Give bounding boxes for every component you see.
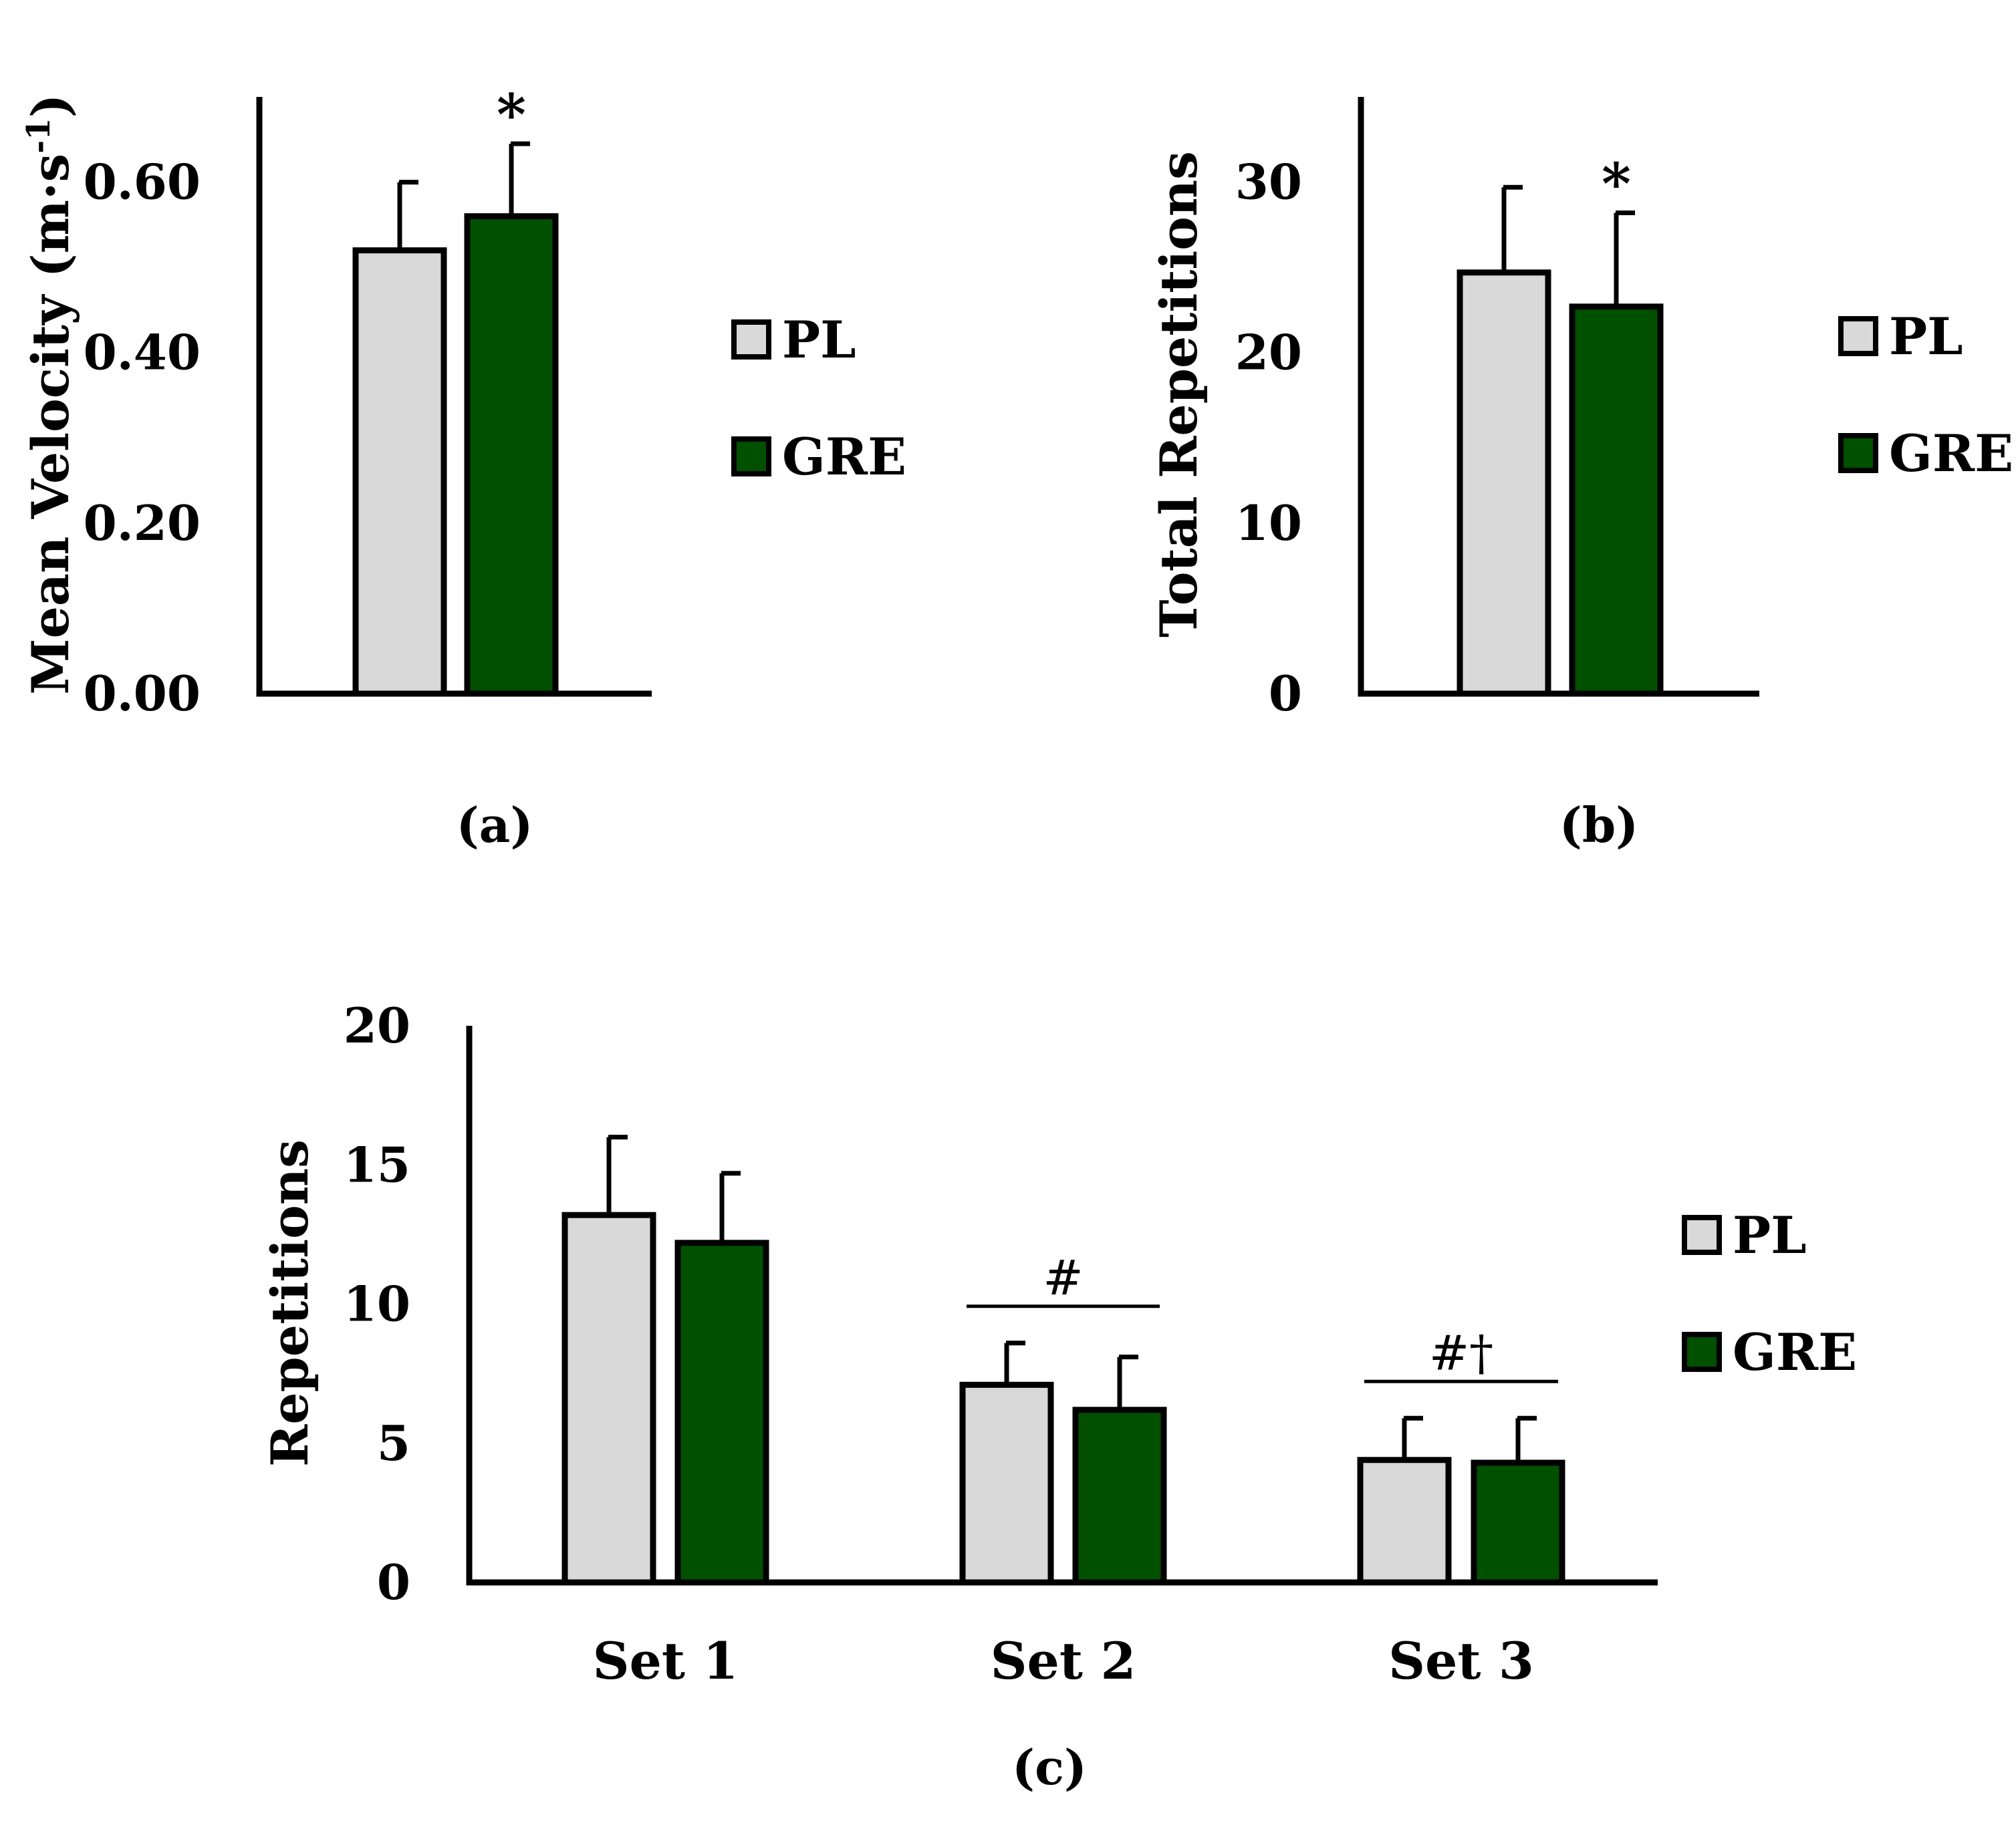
legend-swatch-pl bbox=[731, 319, 771, 360]
y-axis-title-main: Mean Velocity (m·s bbox=[21, 154, 80, 695]
y-axis-title-superscript: -1 bbox=[20, 118, 57, 153]
y-tick-label: 0.00 bbox=[84, 665, 201, 722]
y-tick-label: 10 bbox=[344, 1276, 410, 1333]
panel-label: (b) bbox=[1559, 797, 1638, 853]
bar-gre bbox=[1569, 303, 1664, 697]
legend-swatch-gre bbox=[1838, 433, 1878, 473]
legend-swatch-pl bbox=[1838, 316, 1878, 356]
panel-label: (a) bbox=[457, 797, 533, 853]
bar-gre bbox=[464, 213, 559, 697]
x-category-label: Set 1 bbox=[593, 1631, 739, 1691]
panel-b-chart: 0 10 20 30 Total Repetitions * PL GRE (b) bbox=[1149, 97, 2013, 853]
y-tick-label: 0.60 bbox=[84, 154, 201, 211]
legend-label-gre: GRE bbox=[1889, 424, 2013, 483]
legend-label-gre: GRE bbox=[1733, 1322, 1857, 1382]
significance-marker: # bbox=[1043, 1250, 1083, 1306]
panel-label: (c) bbox=[1012, 1739, 1087, 1796]
x-category-label: Set 3 bbox=[1388, 1631, 1534, 1691]
bar-gre bbox=[1072, 1407, 1167, 1586]
x-category-label: Set 2 bbox=[991, 1631, 1136, 1691]
bar-pl bbox=[1457, 269, 1551, 697]
y-axis-title-close: ) bbox=[21, 94, 80, 118]
legend-label-pl: PL bbox=[782, 310, 856, 370]
y-tick-label: 20 bbox=[1235, 324, 1302, 381]
legend-swatch-pl bbox=[1682, 1215, 1722, 1255]
y-tick-label: 15 bbox=[344, 1136, 410, 1193]
y-tick-label: 0.40 bbox=[84, 324, 201, 381]
bar-pl bbox=[1357, 1457, 1452, 1586]
bar-gre bbox=[674, 1240, 769, 1586]
legend-label-gre: GRE bbox=[782, 427, 906, 486]
y-axis-title: Mean Velocity (m·s-1) bbox=[20, 94, 80, 694]
y-tick-label: 0 bbox=[1269, 665, 1302, 722]
bar-pl bbox=[561, 1212, 656, 1586]
y-tick-label: 30 bbox=[1235, 154, 1302, 211]
bar-pl bbox=[959, 1381, 1054, 1586]
y-tick-label: 10 bbox=[1235, 495, 1302, 551]
legend-label-pl: PL bbox=[1889, 307, 1963, 366]
significance-marker: * bbox=[1602, 150, 1631, 217]
legend-label-pl: PL bbox=[1733, 1206, 1807, 1265]
bar-gre bbox=[1471, 1459, 1565, 1586]
panel-c-chart: 0 5 10 15 20 Repetitions # #† Set 1 Set 2 Set 3 PL G… bbox=[260, 997, 1857, 1796]
significance-marker: * bbox=[497, 82, 526, 148]
y-tick-label: 0 bbox=[377, 1554, 410, 1610]
legend-swatch-gre bbox=[731, 436, 771, 476]
y-tick-label: 5 bbox=[377, 1415, 410, 1472]
y-tick-label: 20 bbox=[344, 997, 410, 1054]
bar-pl bbox=[352, 247, 447, 697]
y-axis-title: Repetitions bbox=[260, 1139, 320, 1467]
legend-swatch-gre bbox=[1682, 1332, 1722, 1372]
y-tick-label: 0.20 bbox=[84, 495, 201, 551]
y-axis-title: Total Repetitions bbox=[1149, 151, 1209, 638]
significance-marker: #† bbox=[1429, 1324, 1493, 1381]
